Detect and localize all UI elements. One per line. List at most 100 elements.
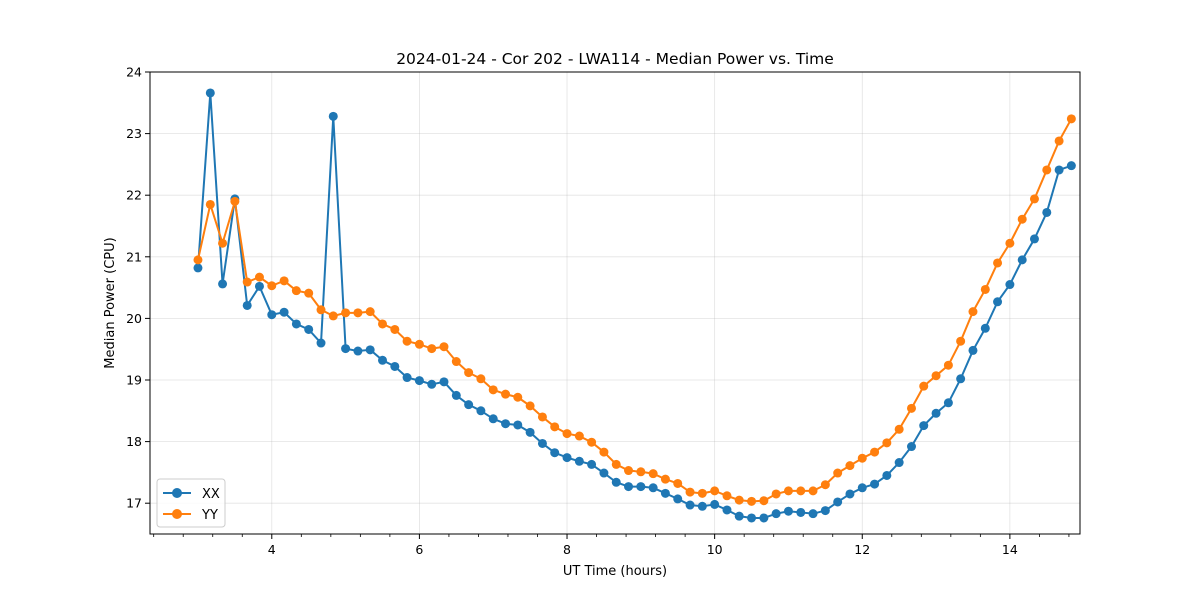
data-point-xx — [759, 513, 769, 523]
data-point-yy — [599, 447, 609, 457]
data-point-xx — [267, 310, 277, 320]
x-axis-label: UT Time (hours) — [563, 564, 667, 579]
data-point-xx — [747, 513, 757, 523]
data-point-yy — [390, 324, 400, 334]
data-point-xx — [882, 470, 892, 480]
data-point-yy — [673, 478, 683, 488]
data-point-xx — [353, 346, 363, 356]
data-point-xx — [562, 453, 572, 463]
x-tick-label: 4 — [268, 542, 276, 557]
data-point-yy — [648, 469, 658, 479]
data-point-xx — [771, 509, 781, 519]
data-point-yy — [537, 412, 547, 422]
data-point-yy — [611, 459, 621, 469]
data-point-xx — [390, 361, 400, 371]
data-point-xx — [304, 324, 314, 334]
y-axis-label: Median Power (CPU) — [103, 237, 118, 368]
data-point-xx — [242, 300, 252, 310]
data-point-yy — [796, 486, 806, 496]
series-layer — [193, 88, 1076, 523]
data-point-xx — [624, 482, 634, 492]
data-point-yy — [685, 487, 695, 497]
data-point-yy — [414, 339, 424, 349]
data-point-yy — [439, 342, 449, 352]
data-point-xx — [943, 398, 953, 408]
data-point-xx — [710, 499, 720, 509]
data-point-xx — [1066, 161, 1076, 171]
data-point-yy — [550, 422, 560, 432]
data-point-yy — [759, 496, 769, 506]
data-point-xx — [1005, 280, 1015, 290]
data-point-yy — [697, 488, 707, 498]
data-point-yy — [857, 453, 867, 463]
data-point-xx — [378, 355, 387, 365]
data-point-yy — [931, 371, 941, 381]
data-point-xx — [488, 414, 498, 424]
y-tick-label: 17 — [126, 496, 142, 511]
data-point-xx — [808, 509, 818, 519]
data-point-yy — [820, 480, 830, 490]
x-tick-label: 12 — [854, 542, 870, 557]
data-point-xx — [857, 483, 867, 493]
data-point-yy — [291, 286, 301, 296]
data-point-yy — [525, 401, 535, 411]
data-point-xx — [783, 506, 793, 516]
data-point-xx — [254, 281, 264, 291]
data-point-xx — [820, 506, 830, 516]
y-tick-label: 22 — [126, 188, 142, 203]
data-point-xx — [525, 427, 535, 437]
data-point-yy — [193, 255, 203, 265]
legend-marker-yy — [172, 509, 182, 519]
data-point-xx — [673, 494, 683, 504]
data-point-xx — [833, 497, 843, 507]
data-point-xx — [660, 488, 670, 498]
legend-label-yy: YY — [201, 508, 218, 523]
data-point-yy — [378, 319, 387, 329]
data-point-xx — [513, 420, 523, 430]
data-point-yy — [464, 368, 474, 378]
data-point-yy — [476, 374, 486, 384]
data-point-yy — [1029, 194, 1039, 204]
data-point-xx — [993, 297, 1003, 307]
legend-marker-xx — [172, 488, 182, 498]
data-point-xx — [956, 374, 966, 384]
data-point-yy — [1017, 214, 1027, 224]
data-point-xx — [341, 344, 351, 354]
data-point-yy — [710, 486, 720, 496]
legend-label-xx: XX — [202, 487, 220, 502]
data-point-yy — [833, 468, 843, 478]
data-point-xx — [685, 500, 695, 510]
data-point-yy — [218, 238, 228, 248]
data-point-xx — [1042, 207, 1052, 217]
data-point-xx — [968, 345, 978, 355]
data-point-yy — [943, 360, 953, 370]
data-point-xx — [587, 459, 597, 469]
data-point-yy — [304, 288, 314, 298]
data-point-yy — [1054, 136, 1064, 146]
data-point-xx — [205, 88, 215, 98]
data-point-xx — [550, 448, 560, 458]
data-point-yy — [624, 466, 634, 476]
data-point-xx — [931, 408, 941, 418]
data-point-yy — [353, 308, 363, 318]
data-point-xx — [734, 511, 744, 521]
legend: XX YY — [156, 478, 226, 528]
data-point-xx — [476, 406, 486, 416]
data-point-yy — [230, 196, 240, 206]
data-point-xx — [1029, 234, 1039, 244]
x-tick-label: 8 — [563, 542, 571, 557]
data-point-xx — [464, 400, 474, 410]
data-point-yy — [513, 392, 523, 402]
data-point-yy — [205, 199, 215, 209]
data-point-yy — [402, 336, 412, 346]
data-point-yy — [980, 284, 990, 294]
data-point-yy — [919, 381, 929, 391]
data-point-yy — [365, 307, 375, 317]
data-point-yy — [968, 307, 978, 317]
data-point-yy — [267, 281, 277, 291]
data-point-yy — [783, 486, 793, 496]
data-point-xx — [697, 501, 707, 511]
data-point-yy — [771, 489, 781, 499]
data-point-xx — [316, 338, 326, 348]
y-tick-label: 23 — [126, 126, 142, 141]
